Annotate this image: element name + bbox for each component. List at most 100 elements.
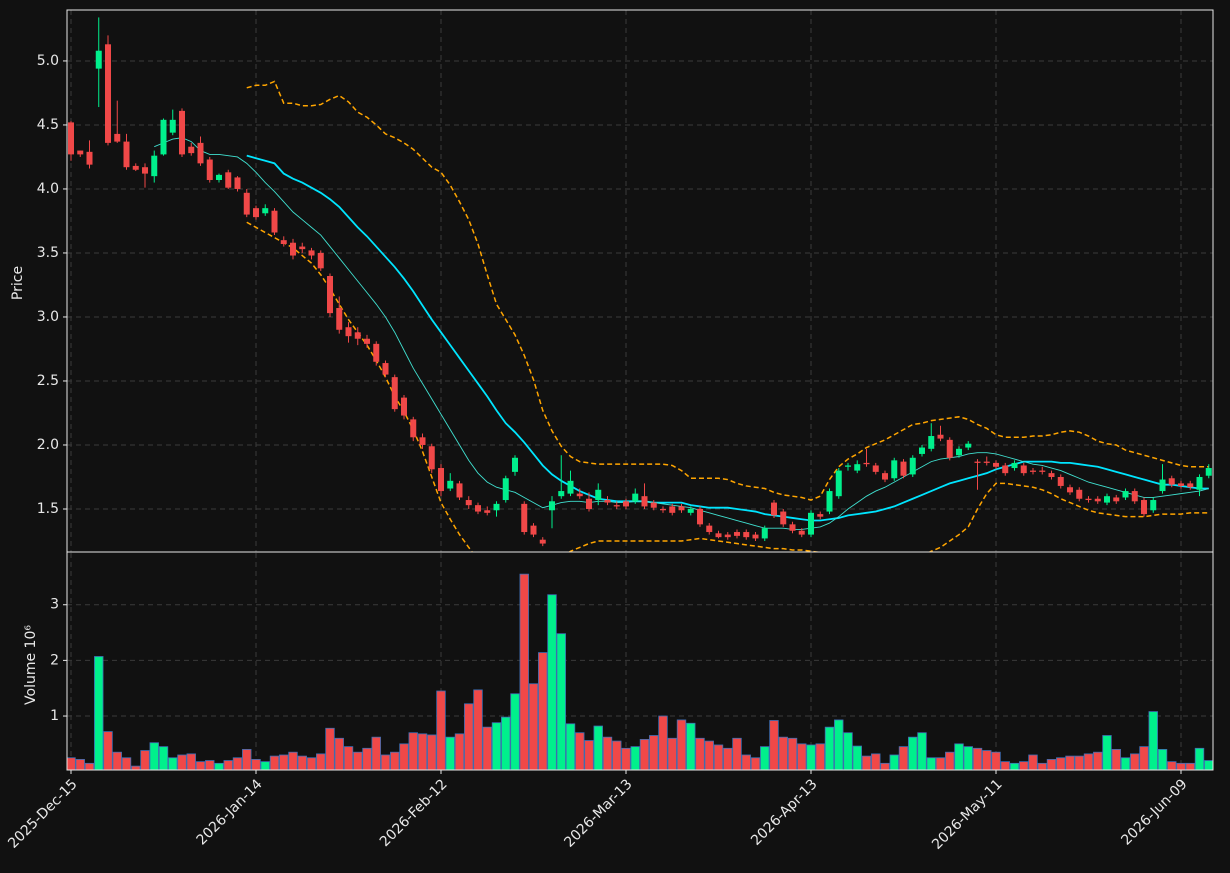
volume-bar — [649, 735, 659, 770]
volume-bar — [353, 751, 363, 770]
candle-body — [641, 496, 648, 507]
candle-body — [132, 165, 139, 170]
candle-body — [86, 151, 93, 165]
candle-body — [77, 150, 84, 155]
volume-bar — [1176, 762, 1186, 770]
volume-bar — [510, 693, 520, 770]
volume-bar — [787, 737, 798, 770]
candle-body — [206, 159, 213, 180]
volume-bar — [1185, 762, 1195, 770]
candle-body — [512, 457, 518, 472]
candle-body — [1057, 476, 1064, 486]
candle-body — [678, 506, 685, 511]
volume-bar — [621, 747, 631, 770]
volume-bar — [1130, 753, 1140, 770]
y-tick-label: 3.0 — [37, 309, 59, 325]
candle-body — [299, 246, 306, 250]
volume-bar — [704, 740, 714, 770]
volume-bar — [1000, 761, 1010, 770]
candle-body — [1178, 483, 1184, 486]
candle-body — [632, 493, 639, 502]
candle-body — [169, 119, 176, 133]
volume-bar — [824, 726, 835, 770]
candle-body — [68, 122, 74, 155]
volume-bar — [954, 743, 964, 770]
volume-bar — [1120, 757, 1131, 770]
volume-bar — [1037, 762, 1047, 770]
volume-bar — [769, 720, 779, 770]
candle-body — [845, 465, 851, 467]
candle-body — [558, 491, 565, 497]
volume-bar — [1148, 711, 1158, 770]
candle-body — [993, 462, 999, 467]
y-tick-label: 4.5 — [37, 117, 59, 133]
volume-bar — [889, 754, 899, 770]
candle-body — [817, 514, 824, 517]
volume-bar — [316, 753, 326, 770]
volume-bar — [1167, 761, 1177, 770]
price-plot — [68, 17, 1212, 552]
overlay-line — [246, 154, 1209, 522]
volume-bar — [778, 736, 788, 770]
candle-body — [401, 397, 407, 416]
volume-bar — [112, 751, 122, 770]
volume-bar — [982, 750, 992, 770]
candle-body — [243, 192, 250, 215]
candle-body — [956, 448, 962, 456]
candle-body — [1113, 497, 1120, 502]
candle-body — [798, 530, 805, 535]
candle-body — [382, 363, 389, 375]
volume-bar — [482, 726, 492, 770]
volume-bar — [168, 757, 178, 770]
candle-body — [447, 480, 454, 489]
x-tick-label: 2026-Jun-09 — [1118, 776, 1190, 848]
candle-body — [114, 133, 121, 142]
candle-body — [1085, 498, 1092, 501]
candle-body — [891, 460, 898, 479]
volume-bar — [713, 744, 724, 770]
volume-bar — [871, 753, 881, 770]
candle-body — [336, 308, 343, 330]
volume-bar — [436, 690, 446, 770]
candle-body — [521, 503, 528, 533]
volume-bar — [1046, 759, 1057, 770]
volume-bar — [972, 747, 983, 770]
candle-body — [946, 439, 953, 458]
candle-body — [179, 110, 185, 155]
volume-bar — [362, 747, 372, 770]
y-tick-label: 2 — [50, 652, 59, 668]
volume-bar — [1074, 755, 1084, 770]
volume-bar — [538, 652, 548, 770]
x-tick-label: 2025-Dec-15 — [5, 776, 80, 851]
x-tick-label: 2026-May-11 — [929, 776, 1006, 853]
volume-bar — [84, 762, 95, 770]
volume-bar — [103, 731, 113, 770]
candle-body — [715, 533, 722, 538]
volume-bar — [297, 755, 307, 770]
volume-bar — [279, 754, 289, 770]
candle-body — [1094, 498, 1101, 502]
candle-body — [160, 119, 167, 155]
volume-bar — [1157, 749, 1168, 770]
candle-body — [613, 505, 620, 507]
volume-bar — [454, 733, 465, 770]
volume-bar — [519, 573, 529, 770]
candle-body — [271, 210, 278, 233]
volume-bar — [880, 762, 890, 770]
volume-bar — [750, 757, 761, 770]
volume-bar — [67, 757, 76, 770]
candle-body — [484, 510, 491, 513]
overlay-line — [246, 221, 1209, 552]
volume-bar — [945, 751, 955, 770]
volume-bar — [464, 703, 474, 770]
volume-bar — [269, 755, 280, 770]
candle-body — [539, 539, 546, 544]
volume-bar — [417, 733, 428, 770]
volume-bar — [667, 737, 677, 770]
candle-body — [465, 500, 472, 506]
y-tick-label: 3 — [50, 597, 59, 613]
overlay-line — [246, 80, 1209, 501]
candle-body — [660, 508, 666, 511]
